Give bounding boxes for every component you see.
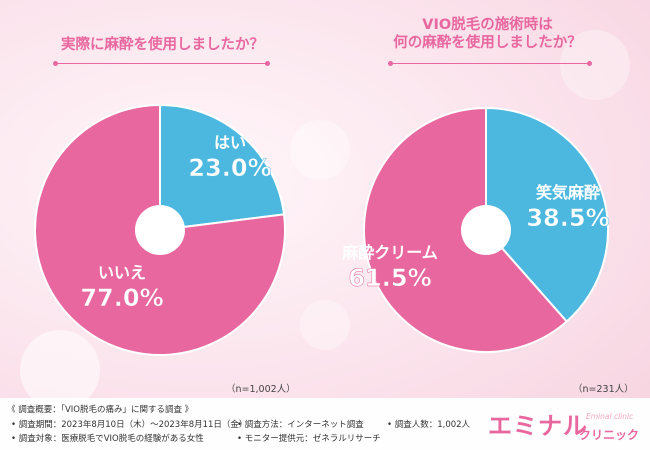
chart2-slice-0-label: 笑気麻酔: [536, 183, 600, 202]
chart1-center-hole: [135, 205, 185, 255]
chart2-title-underline: [388, 61, 592, 66]
survey-overview: 《 調査概要：「VIO脱毛の痛み」に関する調査 》: [7, 405, 194, 415]
chart2-slice-0-value: 38.5%: [526, 204, 609, 232]
chart2-slice-1-value: 61.5%: [348, 264, 431, 292]
chart1-sample-size: （n=1,002人）: [226, 384, 296, 395]
chart1-slice-0-label: はい: [214, 133, 246, 152]
chart1-slice-1-value: 77.0%: [80, 284, 163, 312]
chart2-slice-0: [485, 106, 609, 323]
chart2-title-line2: 何の麻酔を使用しましたか？: [393, 35, 582, 51]
survey-target: • 調査対象：医療脱毛でVIO脱毛の経験がある女性: [11, 434, 204, 444]
clinic-logo-en: Eminal clinic: [586, 412, 634, 421]
footer: [0, 398, 650, 450]
survey-count: • 調査人数：1,002人: [387, 420, 471, 430]
survey-period: • 調査期間：2023年8月10日（木）～2023年8月11日（金）: [11, 420, 248, 430]
chart2-center-hole: [461, 205, 511, 255]
chart1-title: 実際に麻酔を使用しましたか？: [61, 37, 264, 53]
chart2-pie: 笑気麻酔 38.5% 麻酔クリーム 61.5%: [341, 106, 610, 352]
chart2-sample-size: （n=231人）: [573, 384, 634, 395]
survey-provider: • モニター提供元：ゼネラルリサーチ: [237, 434, 381, 444]
chart2-title: VIO脱毛の施術時は 何の麻酔を使用しましたか？: [325, 16, 650, 52]
chart1-title-underline: [53, 61, 270, 66]
chart1-slice-0-value: 23.0%: [188, 154, 271, 182]
clinic-logo: エミナル: [488, 412, 588, 440]
survey-method: • 調査方法：インターネット調査: [237, 420, 364, 430]
chart2-slice-1-label: 麻酔クリーム: [341, 243, 438, 262]
chart2-title-line1: VIO脱毛の施術時は: [422, 17, 553, 33]
chart1-slice-1-label: いいえ: [98, 263, 146, 282]
chart1-pie: はい 23.0% いいえ 77.0%: [34, 103, 286, 356]
chart1-slice-0: [159, 103, 286, 232]
clinic-logo-sub: クリニック: [579, 428, 640, 442]
